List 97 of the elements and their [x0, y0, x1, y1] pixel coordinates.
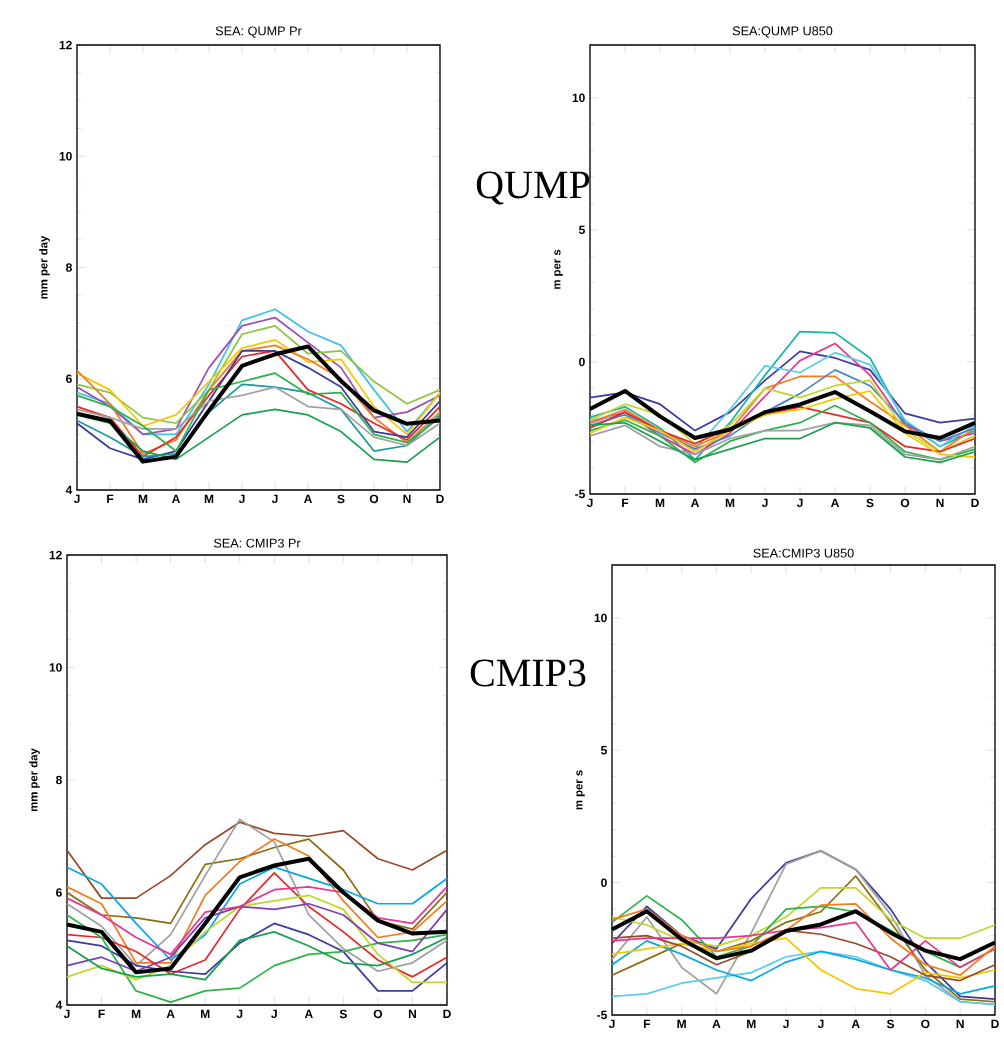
line-series: [76, 386, 441, 447]
y-tick-label: 10: [49, 663, 62, 672]
x-tick-label: A: [304, 494, 313, 503]
x-tick-label: N: [409, 1009, 417, 1018]
y-tick-label: 8: [56, 775, 63, 785]
x-tick-label: D: [991, 1019, 999, 1028]
y-tick-label: 5: [579, 225, 586, 235]
x-tick-label: J: [238, 494, 245, 504]
x-tick-label: D: [436, 494, 444, 503]
line-series: [589, 404, 976, 464]
x-tick-label: S: [337, 494, 345, 504]
x-tick-label: J: [63, 1009, 70, 1019]
x-tick-label: O: [369, 494, 379, 504]
x-tick-label: J: [608, 1019, 615, 1029]
x-tick-label: M: [131, 1009, 141, 1018]
x-tick-label: A: [851, 1019, 860, 1028]
chart-title: SEA: QUMP Pr: [215, 26, 302, 38]
y-tick-label: 6: [56, 888, 62, 897]
x-tick-label: S: [887, 1019, 895, 1029]
y-tick-label: 10: [59, 152, 72, 161]
line-series: [66, 838, 448, 964]
x-tick-label: A: [691, 498, 700, 507]
x-tick-label: A: [166, 1009, 175, 1018]
y-axis-title: mm per day: [29, 748, 40, 812]
y-axis-title: mm per day: [39, 235, 50, 299]
x-tick-label: J: [73, 494, 80, 504]
y-tick-label: 0: [601, 878, 607, 887]
x-tick-label: J: [796, 498, 803, 508]
line-series: [66, 931, 448, 981]
x-tick-label: A: [172, 494, 181, 503]
line-series: [66, 871, 448, 978]
x-tick-label: M: [204, 494, 214, 503]
chart-title: SEA:QUMP U850: [732, 26, 833, 38]
line-series: [66, 914, 448, 1004]
line-series: [66, 821, 448, 899]
text: QUMP: [476, 171, 590, 205]
y-tick-label: 4: [55, 1000, 63, 1010]
x-tick-label: J: [761, 498, 768, 508]
line-series: [76, 338, 441, 436]
line-series: [66, 818, 448, 973]
y-axis-title: m per s: [554, 249, 563, 289]
x-tick-label: F: [107, 494, 114, 503]
line-series: [76, 372, 441, 452]
x-tick-label: F: [622, 498, 629, 507]
line-series: [611, 887, 996, 948]
x-tick-label: N: [403, 494, 411, 503]
text: CMIP3: [470, 659, 586, 687]
x-tick-label: J: [817, 1019, 824, 1029]
x-tick-label: J: [271, 494, 278, 504]
y-tick-label: 10: [594, 613, 607, 623]
y-tick-label: 4: [65, 485, 73, 495]
x-tick-label: O: [921, 1019, 930, 1029]
x-tick-label: M: [725, 498, 735, 507]
x-tick-label: N: [956, 1019, 964, 1028]
y-tick-label: 8: [66, 263, 73, 272]
y-tick-label: 12: [59, 40, 72, 50]
line-series: [66, 838, 448, 930]
line-series: [66, 922, 448, 992]
x-tick-label: O: [900, 498, 910, 508]
x-tick-label: M: [138, 494, 148, 503]
x-tick-label: J: [783, 1019, 789, 1029]
y-tick-label: 10: [572, 93, 585, 103]
x-tick-label: M: [655, 498, 665, 507]
line-series: [589, 390, 976, 458]
y-tick-label: 5: [601, 746, 608, 755]
line-series: [589, 350, 976, 432]
y-tick-label: 12: [49, 550, 62, 560]
line-series: [611, 902, 996, 977]
line-series: [66, 886, 448, 956]
line-series: [76, 325, 441, 425]
x-tick-label: S: [866, 498, 874, 508]
chart-title: SEA:CMIP3 U850: [753, 548, 854, 558]
y-tick-label: -5: [575, 489, 586, 499]
x-tick-label: J: [236, 1009, 243, 1019]
x-tick-label: N: [936, 498, 944, 507]
chart-title: SEA: CMIP3 Pr: [214, 538, 301, 548]
x-tick-label: M: [747, 1019, 756, 1028]
y-tick-label: -5: [597, 1010, 608, 1020]
x-tick-label: D: [971, 498, 979, 507]
x-tick-label: F: [644, 1019, 651, 1028]
x-tick-label: M: [201, 1009, 210, 1018]
y-tick-label: 6: [66, 374, 72, 383]
x-tick-label: D: [443, 1009, 451, 1018]
x-tick-label: A: [304, 1009, 313, 1018]
x-tick-label: A: [831, 498, 840, 507]
x-tick-label: F: [98, 1009, 105, 1018]
x-tick-label: O: [373, 1009, 383, 1019]
y-tick-label: 0: [579, 357, 585, 367]
x-tick-label: A: [712, 1019, 721, 1028]
x-tick-label: M: [677, 1019, 686, 1028]
x-tick-label: J: [271, 1009, 277, 1019]
x-tick-label: J: [586, 498, 593, 508]
x-tick-label: S: [339, 1009, 347, 1019]
line-series: [611, 875, 996, 1003]
line-series: [611, 950, 996, 1006]
y-axis-title: m per s: [576, 770, 585, 810]
line-series: [66, 902, 448, 973]
